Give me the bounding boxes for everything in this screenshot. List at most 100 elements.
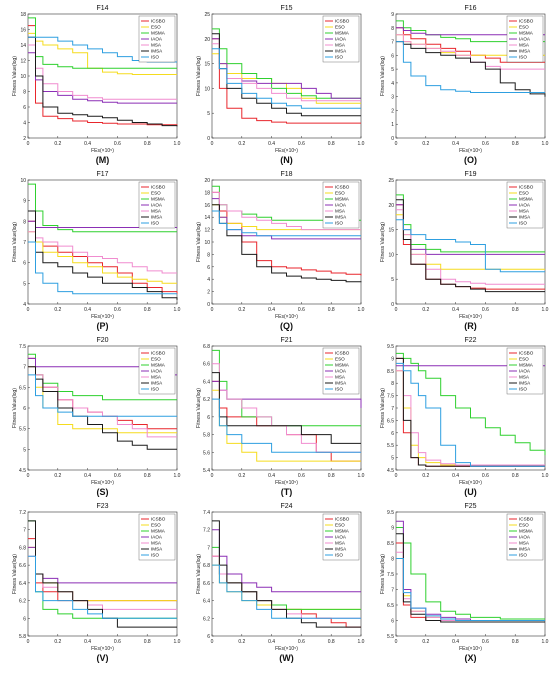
series-line-eso [28,231,177,284]
y-tick-label: 5 [391,277,394,283]
x-axis-label: FEs(×10⁵) [275,314,298,320]
chart-panel-f21: F21 5.4 5.6 5.8 6 6.2 6.4 6.6 6.8 0 0.2 0.4 0.6 0.8 1.… [196,337,365,497]
chart-title: F17 [96,171,108,178]
y-tick-label: 10 [204,86,210,92]
y-tick-label: 5 [207,111,210,117]
chart-panel-f22: F22 4.5 5 5.5 6 6.5 7 7.5 8 8.5 9 9.5 0 0.2 0.4 0.6 0.8 1… [380,337,549,497]
y-tick-label: 6 [23,261,26,267]
y-tick-label: 0 [391,136,394,142]
x-tick-label: 0 [395,141,398,147]
y-tick-label: 7 [207,545,210,551]
chart-title: F14 [96,5,108,12]
x-tick-label: 0.6 [114,473,121,479]
legend-entry: ISO [151,221,159,226]
series-line-msa [28,231,177,274]
legend-entry: IAOA [151,369,163,374]
x-tick-label: 0.8 [512,639,519,645]
legend-entry: MSA [151,209,162,214]
x-tick-label: 0.4 [452,473,459,479]
legend-entry: MSMA [519,363,534,368]
x-tick-label: 1.0 [542,473,549,479]
x-axis-label: FEs(×10⁵) [459,646,482,652]
legend-entry: ICSBO [335,185,350,190]
x-tick-label: 1.0 [174,307,181,313]
legend-entry: IMSA [519,49,531,54]
x-tick-label: 0.4 [268,639,275,645]
y-tick-label: 7 [23,365,26,371]
x-tick-label: 0.6 [114,307,121,313]
x-tick-label: 0.8 [144,473,151,479]
x-tick-label: 0.8 [328,307,335,313]
x-tick-label: 0.2 [422,473,429,479]
y-tick-label: 9 [391,356,394,362]
legend-entry: ESO [335,191,345,196]
chart-title: F24 [280,503,292,510]
series-line-imsa [212,372,361,444]
legend-entry: MSA [519,375,530,380]
y-tick-label: 4.5 [387,468,394,474]
series-line-msa [212,363,361,453]
y-tick-label: 8 [23,219,26,225]
series-line-iso [28,241,177,295]
x-tick-label: 0 [27,473,30,479]
x-tick-label: 0.6 [298,141,305,147]
x-tick-label: 0.6 [482,141,489,147]
y-tick-label: 15 [204,62,210,68]
x-tick-label: 0.2 [422,639,429,645]
x-tick-label: 0.2 [422,141,429,147]
x-tick-label: 1.0 [358,141,365,147]
series-line-msma [28,183,177,233]
legend-entry: MSA [335,43,346,48]
x-tick-label: 0 [27,307,30,313]
x-tick-label: 1.0 [174,141,181,147]
y-tick-label: 5 [391,456,394,462]
panel-label: (P) [97,321,109,331]
legend-entry: ESO [151,357,161,362]
x-tick-label: 0.8 [512,307,519,313]
y-axis-label: Fitness Value(log) [380,554,386,594]
x-tick-label: 1.0 [542,141,549,147]
y-axis-label: Fitness Value(log) [380,222,386,262]
chart-panel-f15: F15 0 5 10 15 20 25 0 0.2 0.4 0.6 0.8 1.0 FEs(×10⁵) Fi… [196,5,365,165]
x-tick-label: 0.8 [144,141,151,147]
y-tick-label: 8.5 [387,541,394,547]
legend-entry: ISO [151,55,159,60]
chart-title: F15 [280,5,292,12]
y-tick-label: 5.6 [203,450,210,456]
chart-panel-f25: F25 5.5 6 6.5 7 7.5 8 8.5 9 9.5 0 0.2 0.4 0.6 0.8 1.0 FE… [380,503,549,663]
chart-panel-f23: F23 5.8 6 6.2 6.4 6.6 6.8 7 7.2 0 0.2 0.4 0.6 0.8 1.0 F… [12,503,181,663]
legend-entry: ESO [335,25,345,30]
y-tick-label: 0 [391,302,394,308]
series-line-eso [28,32,177,75]
y-tick-label: 7 [23,240,26,246]
series-line-msma [28,17,177,69]
series-line-iso [396,558,545,621]
series-line-icsbo [396,27,545,63]
y-tick-label: 5.5 [19,427,26,433]
x-tick-label: 0.4 [84,473,91,479]
series-line-iso [212,210,361,237]
y-tick-label: 10 [388,252,394,258]
chart-title: F16 [464,5,476,12]
x-tick-label: 0.8 [328,141,335,147]
x-tick-label: 0.2 [238,141,245,147]
series-line-imsa [396,41,546,97]
y-tick-label: 7 [391,406,394,412]
legend-entry: IAOA [519,535,531,540]
y-tick-label: 6.6 [203,362,210,368]
y-tick-label: 6 [23,406,26,412]
legend-entry: IAOA [519,37,531,42]
y-tick-label: 7.5 [387,572,394,578]
legend-entry: MSA [151,541,162,546]
series-line-iso [396,41,545,93]
y-tick-label: 20 [388,203,394,209]
x-tick-label: 1.0 [174,473,181,479]
legend-entry: MSA [519,209,530,214]
x-tick-label: 1.0 [174,639,181,645]
legend-entry: ISO [519,55,527,60]
y-tick-label: 2 [23,136,26,142]
